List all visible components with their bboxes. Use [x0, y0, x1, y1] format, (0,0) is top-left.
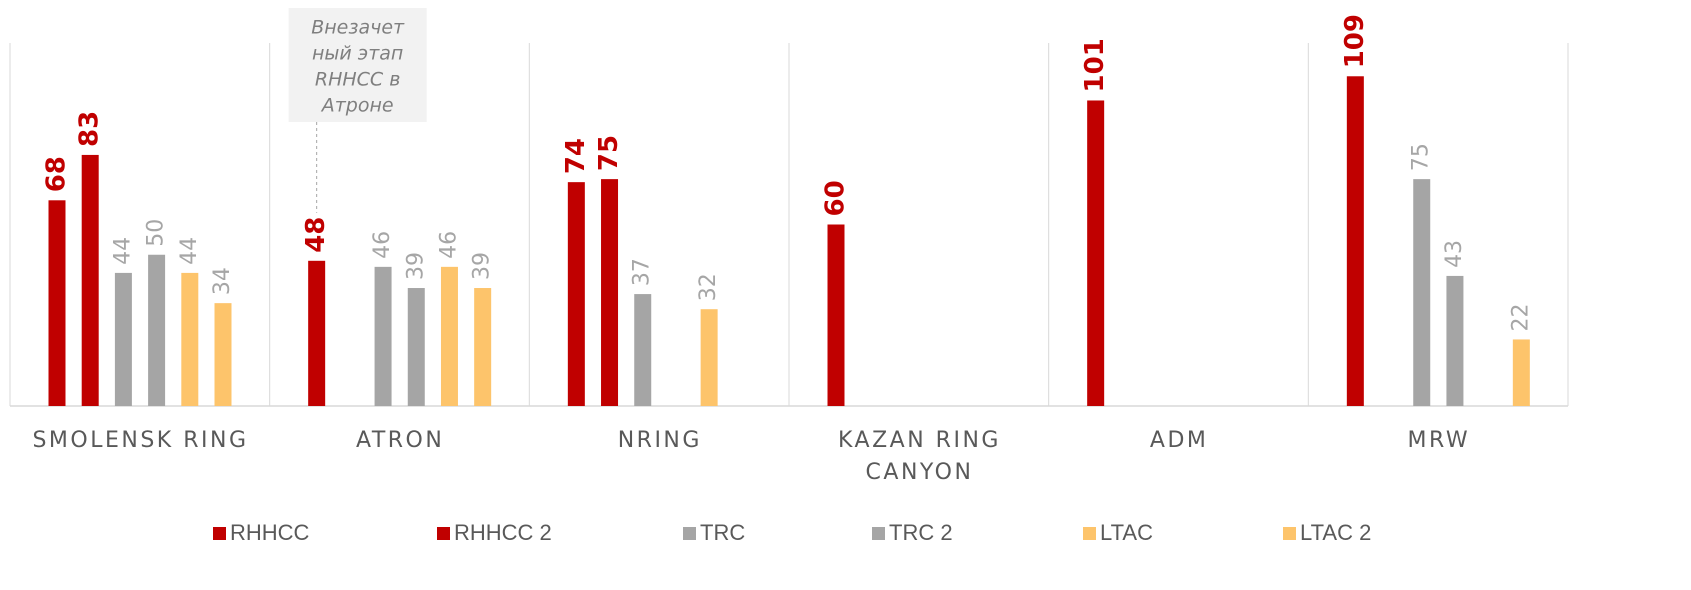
value-label: 46 — [436, 231, 461, 259]
x-tick-label: SMOLENSK RING — [32, 428, 249, 453]
x-tick-label: ADM — [1149, 428, 1209, 453]
legend-label: RHHCC — [230, 520, 310, 545]
bar — [181, 272, 199, 406]
value-label: 32 — [696, 273, 721, 301]
bar — [634, 294, 652, 406]
legend-label: TRC — [700, 520, 746, 545]
bar — [474, 288, 492, 406]
value-label: 46 — [370, 231, 395, 259]
bar — [308, 260, 326, 406]
legend-label: LTAC 2 — [1300, 520, 1372, 545]
bar — [81, 154, 99, 406]
value-label: 109 — [1340, 14, 1370, 68]
bar — [1446, 275, 1464, 406]
legend-item: RHHCC 2 — [437, 520, 552, 546]
bar — [567, 182, 585, 406]
value-label: 75 — [594, 135, 624, 171]
value-label: 74 — [561, 138, 591, 174]
legend-item: TRC 2 — [872, 520, 953, 546]
value-label: 101 — [1080, 38, 1110, 92]
annotation-text: Внезачет — [311, 17, 405, 39]
legend-item: TRC — [683, 520, 745, 546]
value-label: 43 — [1442, 240, 1467, 268]
bar — [214, 303, 232, 406]
bar — [440, 266, 458, 406]
bar — [148, 254, 166, 406]
legend-label: LTAC — [1100, 520, 1153, 545]
value-label: 44 — [177, 237, 202, 265]
value-label: 50 — [144, 219, 169, 247]
legend-swatch — [1283, 526, 1296, 540]
legend-swatch — [1083, 526, 1096, 540]
legend-swatch — [437, 526, 450, 540]
value-label: 39 — [470, 252, 495, 280]
bar — [407, 288, 425, 406]
bar — [700, 309, 718, 406]
x-tick-label: KAZAN RING CANYON — [838, 428, 1001, 485]
annotation-text: ный этап — [312, 43, 403, 65]
legend-item: RHHCC — [213, 520, 309, 546]
x-tick-label: MRW — [1407, 428, 1471, 453]
value-label: 44 — [110, 237, 135, 265]
bar — [601, 179, 619, 406]
value-label: 68 — [42, 156, 72, 192]
bar — [1087, 100, 1105, 406]
bar — [374, 266, 392, 406]
legend-label: RHHCC 2 — [454, 520, 552, 545]
value-label: 83 — [75, 111, 105, 147]
legend-swatch — [872, 526, 885, 540]
bar — [1413, 179, 1431, 406]
value-label: 60 — [821, 180, 851, 216]
bar — [48, 200, 66, 406]
annotation-box — [288, 8, 427, 122]
value-label: 39 — [403, 252, 428, 280]
legend-item: LTAC — [1083, 520, 1153, 546]
value-label: 37 — [630, 258, 655, 286]
legend-swatch — [683, 526, 696, 540]
value-label: 34 — [210, 267, 235, 295]
legend-swatch — [213, 526, 226, 540]
legend-label: TRC 2 — [889, 520, 953, 545]
legend-item: LTAC 2 — [1283, 520, 1371, 546]
bar — [114, 272, 132, 406]
x-tick-label: NRING — [617, 428, 702, 453]
x-tick-label: ATRON — [355, 428, 445, 453]
annotation-text: Атроне — [320, 95, 394, 117]
annotation-text: RHHCC в — [315, 69, 401, 91]
value-label: 75 — [1409, 143, 1434, 171]
value-label: 48 — [301, 217, 331, 253]
bar — [827, 224, 845, 406]
value-label: 22 — [1508, 303, 1533, 331]
bar — [1346, 76, 1364, 407]
bar — [1512, 339, 1530, 406]
